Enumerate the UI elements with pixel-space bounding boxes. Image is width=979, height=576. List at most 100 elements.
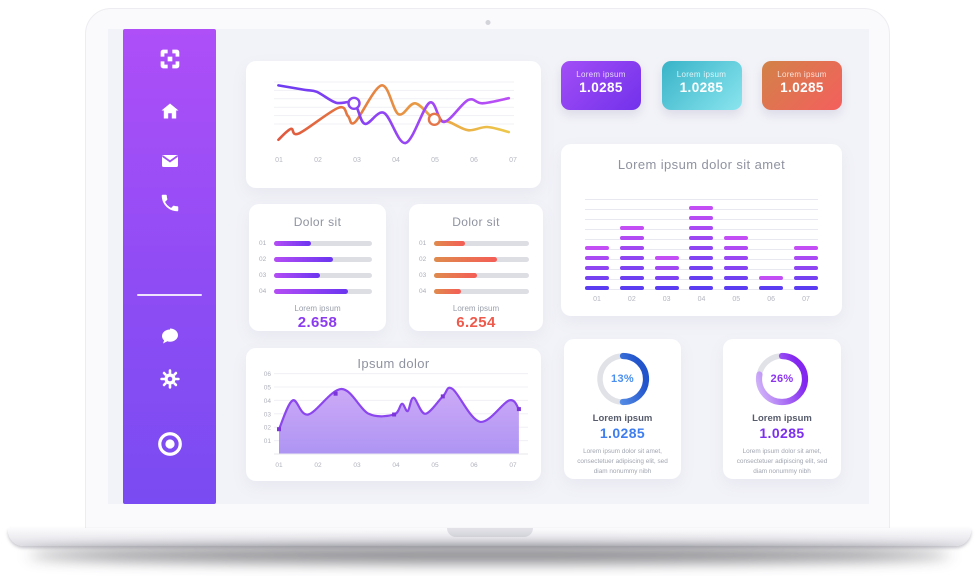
- progress-row-label: 01: [419, 240, 427, 247]
- svg-text:05: 05: [264, 385, 272, 392]
- donut-value: 1.0285: [599, 425, 646, 441]
- svg-text:04: 04: [264, 398, 272, 405]
- progress-track: [274, 273, 372, 278]
- bar-chart-card: Lorem ipsum dolor sit amet 01 02 03 04 05 06 0…: [561, 144, 842, 316]
- progress-fill: [274, 289, 348, 294]
- progress-track: [434, 257, 529, 262]
- bar-segment: [619, 286, 644, 290]
- svg-text:01: 01: [275, 462, 283, 469]
- progress-rows: 01 02 03 04: [419, 240, 529, 295]
- progress-row-label: 02: [419, 256, 427, 263]
- progress-fill: [434, 289, 461, 294]
- laptop-base: [8, 528, 971, 546]
- svg-text:04: 04: [392, 157, 400, 164]
- area-chart-title: Ipsum dolor: [357, 356, 430, 371]
- svg-text:05: 05: [431, 157, 439, 164]
- svg-text:06: 06: [470, 157, 478, 164]
- bar-column: [689, 200, 714, 290]
- progress-row-label: 03: [259, 272, 267, 279]
- svg-text:02: 02: [264, 425, 272, 432]
- gear-icon[interactable]: [158, 367, 182, 391]
- bar-column: [619, 220, 644, 290]
- bar-segment: [689, 266, 714, 270]
- bar-segment: [724, 266, 749, 270]
- progress-footer-label: Lorem ipsum: [452, 304, 500, 313]
- progress-footer-value: 2.658: [297, 314, 338, 331]
- bar-segment: [689, 236, 714, 240]
- bar-segment: [759, 276, 784, 280]
- svg-text:03: 03: [264, 411, 272, 418]
- record-icon[interactable]: [155, 429, 185, 459]
- progress-track: [274, 289, 372, 294]
- donut-description: Lorem ipsum dolor sit amet, consectetuer…: [577, 448, 668, 475]
- bar-segment: [759, 286, 784, 290]
- donut-gauge: [755, 352, 809, 406]
- bar-segment: [585, 276, 609, 280]
- logo-frame-icon[interactable]: [156, 45, 184, 73]
- bar-segment: [585, 246, 609, 250]
- stat-cards-row: Lorem ipsum 1.0285 Lorem ipsum 1.0285 Lorem …: [561, 61, 842, 110]
- bar-segment: [689, 216, 714, 220]
- progress-card-title: Dolor sit: [293, 215, 342, 229]
- donut-value: 1.0285: [759, 425, 805, 441]
- bar-segment: [654, 266, 679, 270]
- bar-chart-title: Lorem ipsum dolor sit amet: [617, 157, 786, 172]
- svg-text:01: 01: [275, 157, 283, 164]
- svg-text:02: 02: [314, 462, 322, 469]
- bar-x-label: 03: [662, 296, 671, 303]
- progress-row-label: 04: [259, 288, 267, 295]
- bar-segment: [793, 276, 818, 280]
- bar-segment: [585, 286, 609, 290]
- donut-ring: 26%: [755, 352, 809, 406]
- bar-x-label: 06: [767, 296, 776, 303]
- chat-icon[interactable]: [158, 324, 182, 348]
- bar-segment: [689, 256, 714, 260]
- donut-gauge: [596, 352, 649, 406]
- progress-row: 04: [419, 288, 529, 295]
- progress-row: 03: [259, 272, 372, 279]
- stat-card-label: Lorem ipsum: [676, 70, 727, 79]
- line-chart-card: 01 02 03 04 05 06 07: [246, 61, 541, 188]
- progress-row-label: 04: [419, 288, 427, 295]
- bar-segment: [689, 226, 714, 230]
- bar-segment: [619, 266, 644, 270]
- progress-fill: [274, 273, 321, 278]
- bar-segment: [793, 246, 818, 250]
- bar-segment: [585, 256, 609, 260]
- laptop-shadow: [28, 547, 951, 563]
- donut-percent: 13%: [611, 373, 634, 385]
- bar-segment: [793, 266, 818, 270]
- progress-row-label: 03: [419, 272, 427, 279]
- progress-fill: [434, 257, 497, 262]
- progress-fill: [274, 257, 333, 262]
- bar-segment: [619, 246, 644, 250]
- svg-text:03: 03: [353, 157, 361, 164]
- progress-row-label: 01: [259, 240, 267, 247]
- bar-x-label: 07: [802, 296, 810, 303]
- bar-segment: [619, 256, 644, 260]
- bar-segment: [619, 226, 644, 230]
- progress-card-orange: Dolor sit 01 02 03 04 Lorem ipsum 6.254: [409, 204, 543, 331]
- bar-segment: [619, 276, 644, 280]
- mail-icon[interactable]: [158, 149, 182, 173]
- progress-row: 01: [419, 240, 529, 247]
- svg-text:07: 07: [509, 157, 517, 164]
- progress-track: [434, 289, 529, 294]
- bar-segment: [689, 206, 714, 210]
- bar-segment: [724, 256, 749, 260]
- svg-text:01: 01: [264, 438, 272, 445]
- area-chart: 01 02 03 04 05 06 01 02 03 04 05 06 07: [264, 371, 528, 469]
- progress-card-title: Dolor sit: [452, 215, 500, 229]
- progress-fill: [434, 241, 466, 246]
- progress-row: 03: [419, 272, 529, 279]
- bar-column: [724, 230, 749, 290]
- progress-card-purple: Dolor sit 01 02 03 04 Lorem ipsum 2.658: [249, 204, 386, 331]
- donut-label: Lorem ipsum: [752, 413, 812, 424]
- svg-text:02: 02: [314, 157, 322, 164]
- home-icon[interactable]: [158, 99, 182, 123]
- progress-track: [434, 273, 529, 278]
- bar-x-label: 01: [593, 296, 601, 303]
- bar-segment: [654, 256, 679, 260]
- phone-icon[interactable]: [159, 192, 181, 214]
- webcam-dot: [485, 20, 490, 25]
